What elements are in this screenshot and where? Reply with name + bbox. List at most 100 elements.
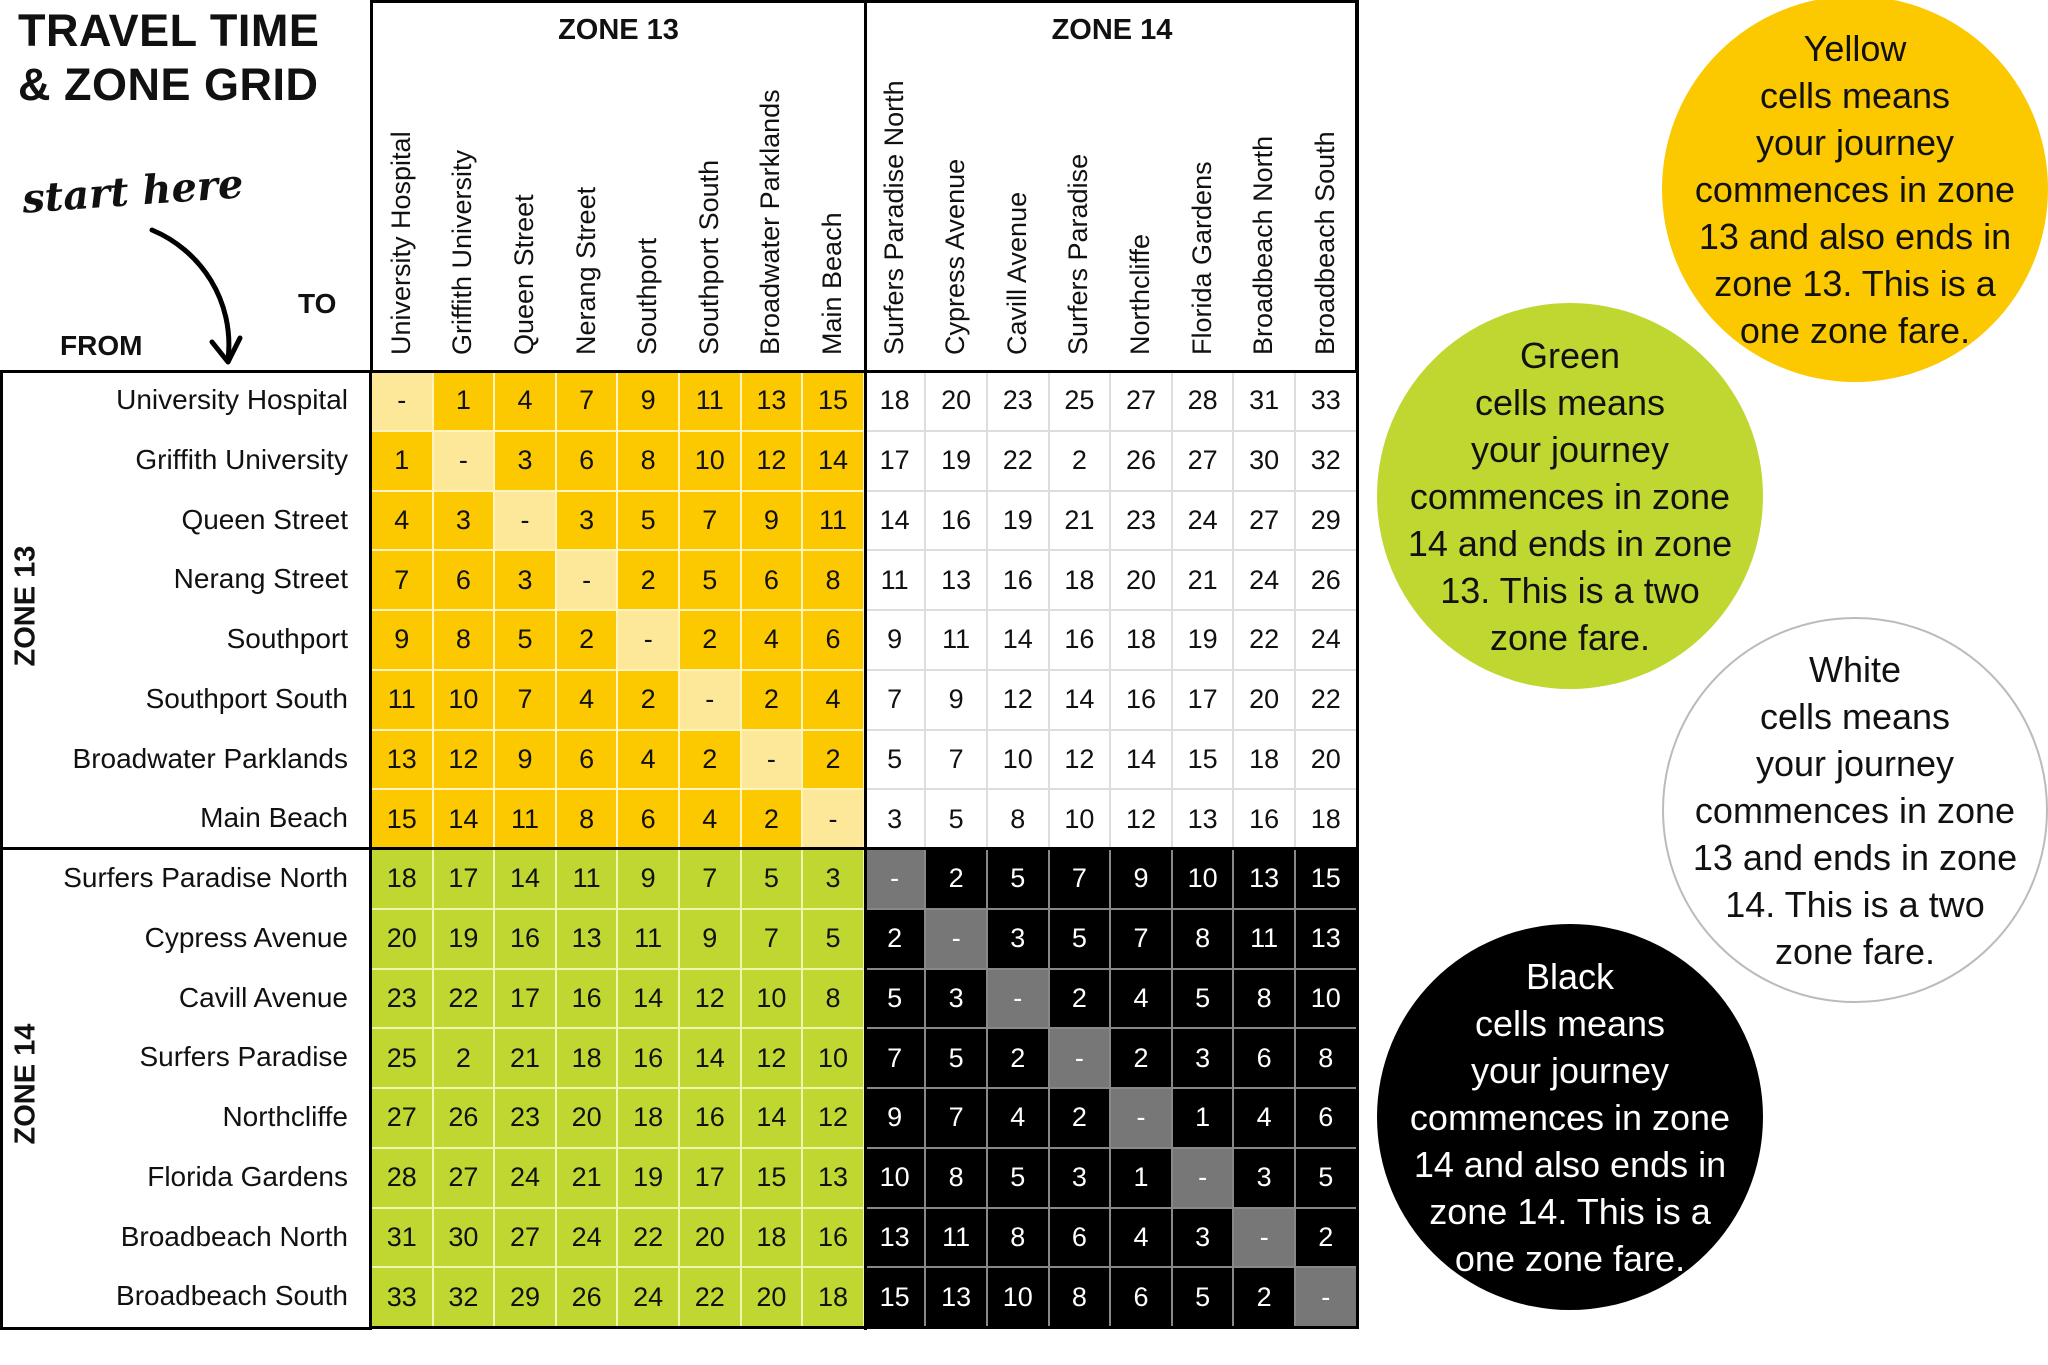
grid-cell: 7: [926, 730, 988, 791]
grid-cell: 5: [926, 1029, 988, 1089]
grid-cell: 2: [1234, 1268, 1296, 1328]
grid-top-border: [370, 370, 1358, 373]
grid-cell: 8: [1296, 1029, 1358, 1089]
grid-cell: 11: [926, 1208, 988, 1269]
legend-line: commences in zone: [1694, 168, 2016, 210]
grid-cell: 24: [1172, 491, 1235, 552]
grid-cell: 14: [803, 431, 865, 492]
grid-cell: 7: [1111, 909, 1173, 970]
grid-cell: 15: [803, 372, 865, 432]
grid-cell: 11: [372, 670, 434, 731]
grid-cell: 11: [495, 790, 557, 850]
legend-line: your journey: [1755, 121, 1955, 163]
grid-cell: 16: [1234, 790, 1296, 850]
grid-cell: -: [988, 969, 1050, 1030]
grid-cell: 6: [1234, 1029, 1296, 1089]
grid-cell: 13: [1172, 790, 1235, 850]
grid-cell: 10: [988, 730, 1050, 791]
grid-cell: 4: [372, 491, 434, 552]
grid-cell: 26: [556, 1268, 619, 1328]
legend-line: cells means: [1474, 381, 1666, 423]
grid-cell: -: [433, 431, 496, 492]
zone-14-row-label: ZONE 14: [9, 1023, 42, 1145]
grid-cell: -: [864, 850, 927, 910]
grid-cell: 18: [372, 850, 434, 910]
grid-cell: 6: [556, 730, 619, 791]
zone-13-column-label: ZONE 13: [558, 14, 679, 46]
column-header-station: Broadbeach South: [1309, 131, 1340, 355]
grid-cell: 5: [1172, 1268, 1235, 1328]
grid-cell: 30: [1234, 431, 1296, 492]
grid-cell: 13: [1234, 850, 1296, 910]
grid-cell: 4: [1111, 969, 1173, 1030]
grid-cell: 8: [988, 790, 1050, 850]
grid-cell: 3: [433, 491, 496, 552]
grid-cell: 7: [864, 1029, 927, 1089]
legend-green: Green cells means your journey commences in…: [1377, 303, 1763, 689]
grid-cell: 18: [1111, 611, 1173, 671]
grid-cell: 24: [1296, 611, 1358, 671]
grid-cell: 13: [926, 551, 988, 611]
row-header-station: Main Beach: [200, 802, 348, 834]
grid-cell: 32: [433, 1268, 496, 1328]
column-header-station: Surfers Paradise North: [878, 80, 909, 355]
grid-cell: 15: [372, 790, 434, 850]
grid-cell: 20: [1111, 551, 1173, 611]
legend-line: zone 13. This is a: [1714, 262, 1996, 304]
grid-cell: 2: [741, 790, 804, 850]
grid-cell: 18: [864, 372, 927, 432]
grid-cell: 10: [1172, 850, 1235, 910]
grid-cell: 18: [741, 1208, 804, 1269]
grid-cell: 18: [803, 1268, 865, 1328]
grid-cell: 7: [926, 1089, 988, 1149]
column-header-station: University Hospital: [385, 131, 416, 355]
grid-cell: 16: [803, 1208, 865, 1269]
grid-cell: 2: [433, 1029, 496, 1089]
grid-cell: 8: [803, 969, 865, 1030]
grid-cell: 17: [433, 850, 496, 910]
column-header-station: Northcliffe: [1125, 233, 1155, 355]
grid-cell: 13: [741, 372, 804, 432]
grid-cell: 1: [1111, 1148, 1173, 1209]
row-header-station: Surfers Paradise North: [63, 862, 348, 893]
grid-cell: 5: [618, 491, 680, 552]
grid-cell: 2: [618, 670, 680, 731]
grid-cell: 10: [864, 1148, 927, 1209]
grid-cell: 16: [988, 551, 1050, 611]
grid-cell: 12: [1049, 730, 1112, 791]
grid-cell: 25: [1049, 372, 1112, 432]
grid-cell: 16: [495, 909, 557, 970]
grid-cell: 2: [680, 730, 742, 791]
grid-cell: 13: [556, 909, 619, 970]
grid-cell: 6: [803, 611, 865, 671]
grid-cell: 8: [618, 431, 680, 492]
grid-cell: 2: [926, 850, 988, 910]
grid-cell: -: [926, 909, 988, 970]
grid-cell: 14: [1049, 670, 1112, 731]
row-header-station: Southport: [226, 623, 348, 654]
grid-cell: 4: [1234, 1089, 1296, 1149]
grid-cell: 8: [988, 1208, 1050, 1269]
grid-cell: 9: [495, 730, 557, 791]
grid-cell: 5: [741, 850, 804, 910]
grid-cell: 7: [864, 670, 927, 731]
grid-cell: 24: [1234, 551, 1296, 611]
grid-cell: 11: [618, 909, 680, 970]
grid-cell: 4: [803, 670, 865, 731]
grid-cell: 20: [1296, 730, 1358, 791]
legend-black: Black cells means your journey commences in…: [1377, 924, 1763, 1310]
grid-cell: -: [1111, 1089, 1173, 1149]
grid-cell: 8: [1234, 969, 1296, 1030]
grid-cell: 18: [556, 1029, 619, 1089]
grid-cell: 14: [433, 790, 496, 850]
grid-cell: 14: [680, 1029, 742, 1089]
grid-cell: 18: [1296, 790, 1358, 850]
arrow-icon: [149, 227, 243, 365]
grid-cell: 20: [680, 1208, 742, 1269]
legend-line: zone fare.: [1489, 616, 1651, 658]
grid-cell: 23: [495, 1089, 557, 1149]
grid-cell: 21: [495, 1029, 557, 1089]
grid-cell: 24: [618, 1268, 680, 1328]
grid-cell: 27: [1172, 431, 1235, 492]
legend-line: Black: [1525, 955, 1615, 997]
